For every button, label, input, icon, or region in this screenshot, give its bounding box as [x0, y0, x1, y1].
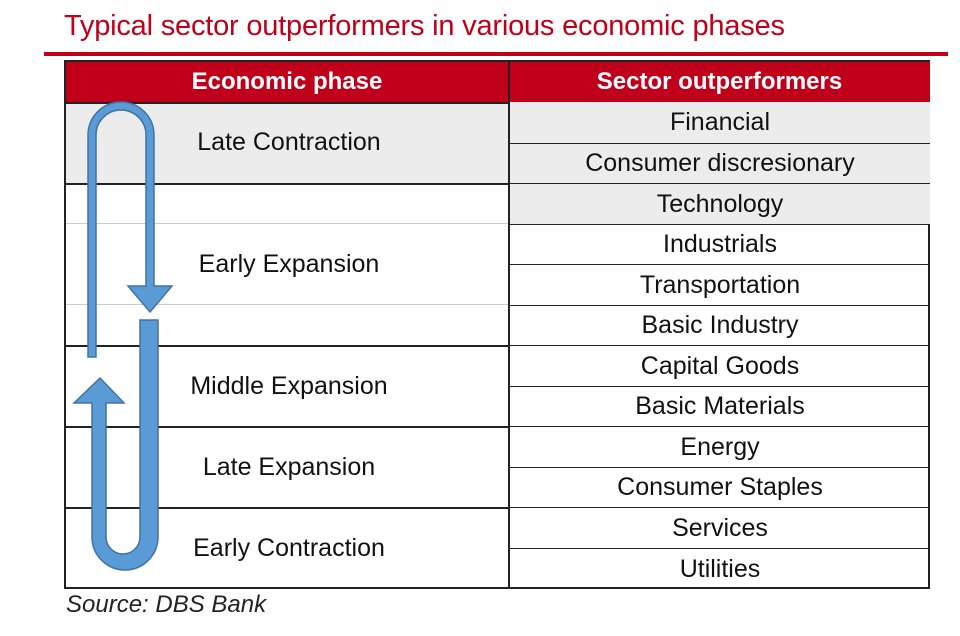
band-divider	[66, 183, 508, 185]
phase-early-expansion: Early Expansion	[198, 250, 380, 278]
sector-cell: Energy	[510, 426, 930, 467]
sector-cell: Transportation	[510, 264, 930, 305]
band-divider	[66, 507, 508, 509]
sector-cell: Consumer discresionary	[510, 143, 930, 183]
sector-cell: Consumer Staples	[510, 467, 930, 507]
band-divider	[66, 345, 508, 347]
down-cycle-arrow	[87, 101, 174, 358]
band-subdivider	[66, 304, 508, 305]
up-cycle-arrow	[72, 319, 159, 571]
sector-cell: Technology	[510, 183, 930, 224]
sector-cell: Capital Goods	[510, 345, 930, 386]
header-economic-phase: Economic phase	[66, 62, 508, 102]
sector-cell: Basic Industry	[510, 305, 930, 345]
sector-cell: Industrials	[510, 224, 930, 264]
sector-cell: Basic Materials	[510, 386, 930, 426]
cycle-arrows	[72, 101, 174, 571]
header-sector-outperformers: Sector outperformers	[509, 62, 930, 102]
phase-late-contraction: Late Contraction	[197, 128, 381, 156]
diagram-title: Typical sector outperformers in various …	[64, 10, 785, 42]
sector-cell: Financial	[510, 102, 930, 143]
phase-late-expansion: Late Expansion	[202, 453, 376, 481]
band-subdivider	[66, 223, 508, 224]
sector-cell: Utilities	[510, 548, 930, 589]
phase-middle-expansion: Middle Expansion	[190, 372, 388, 400]
header-divider	[66, 102, 508, 104]
phase-early-contraction: Early Contraction	[193, 534, 385, 562]
sector-cell: Services	[510, 507, 930, 548]
sector-phase-table: Economic phase Sector outperformers Late…	[64, 60, 930, 589]
band-divider	[66, 426, 508, 428]
title-rule	[44, 52, 948, 56]
column-divider	[508, 62, 510, 587]
source-note: Source: DBS Bank	[66, 591, 267, 618]
